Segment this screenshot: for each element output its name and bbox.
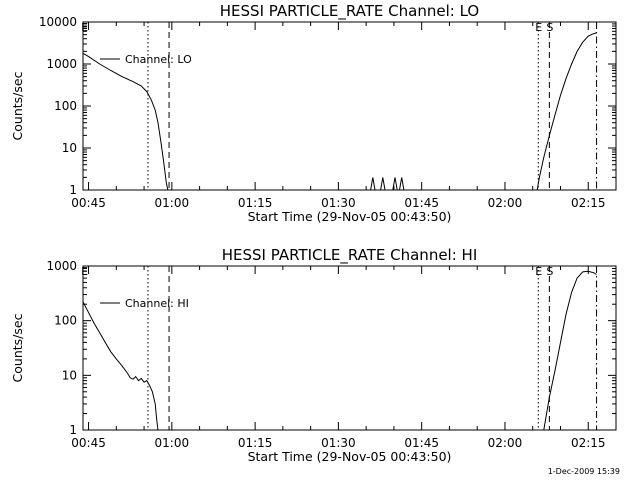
series-line bbox=[399, 177, 405, 191]
y-tick-label: 100 bbox=[54, 314, 77, 328]
x-tick-label: 01:45 bbox=[404, 436, 439, 450]
series-line bbox=[543, 270, 597, 431]
y-axis-label: Counts/sec bbox=[10, 313, 25, 382]
marker-label: E bbox=[81, 265, 88, 278]
y-axis: 1 10 100 1000 10000 bbox=[39, 15, 616, 197]
y-tick-label: 100 bbox=[54, 99, 77, 113]
x-tick-label: 01:15 bbox=[238, 436, 273, 450]
plot-frame bbox=[82, 21, 617, 191]
x-tick-label: 00:45 bbox=[71, 436, 106, 450]
series-line bbox=[380, 177, 386, 191]
x-tick-label: 02:15 bbox=[571, 196, 606, 210]
x-axis: 00:45 01:00 01:15 01:30 01:45 02:00 02:15 bbox=[71, 22, 617, 210]
y-tick-label: 10000 bbox=[39, 15, 77, 29]
series-line bbox=[370, 177, 376, 191]
marker-label: S bbox=[546, 21, 553, 34]
y-tick-label: 1 bbox=[69, 183, 77, 197]
marker-label: E bbox=[81, 21, 88, 34]
marker-label: E bbox=[535, 265, 542, 278]
series-line bbox=[392, 177, 398, 191]
y-tick-label: 1000 bbox=[46, 259, 77, 273]
x-tick-label: 01:00 bbox=[155, 436, 190, 450]
x-tick-label: 01:30 bbox=[321, 436, 356, 450]
y-tick-label: 10 bbox=[62, 141, 77, 155]
legend-label: Channel: HI bbox=[125, 297, 189, 310]
y-tick-label: 1 bbox=[69, 423, 77, 437]
legend-label: Channel: LO bbox=[125, 53, 192, 66]
footer-timestamp: 1-Dec-2009 15:39 bbox=[548, 467, 620, 476]
x-axis-label: Start Time (29-Nov-05 00:43:50) bbox=[248, 449, 452, 464]
y-axis: 1 10 100 1000 bbox=[46, 259, 616, 437]
series-line bbox=[82, 301, 159, 431]
x-tick-label: 01:30 bbox=[321, 196, 356, 210]
x-tick-label: 00:45 bbox=[71, 196, 106, 210]
chart-panel-1: HESSI PARTICLE_RATE Channel: HI 00:45 01:0… bbox=[10, 246, 617, 464]
marker-label: S bbox=[546, 265, 553, 278]
x-tick-label: 01:45 bbox=[404, 196, 439, 210]
chart-title: HESSI PARTICLE_RATE Channel: HI bbox=[222, 246, 478, 265]
series-line bbox=[536, 32, 597, 191]
x-tick-label: 02:00 bbox=[488, 196, 523, 210]
x-axis-label: Start Time (29-Nov-05 00:43:50) bbox=[248, 209, 452, 224]
y-tick-label: 10 bbox=[62, 368, 77, 382]
plot-frame bbox=[82, 265, 617, 431]
marker-label: E bbox=[535, 21, 542, 34]
chart-title: HESSI PARTICLE_RATE Channel: LO bbox=[220, 2, 479, 21]
y-tick-label: 1000 bbox=[46, 57, 77, 71]
chart-panel-0: HESSI PARTICLE_RATE Channel: LO 00:45 01:0… bbox=[10, 2, 617, 224]
y-axis-label: Counts/sec bbox=[10, 71, 25, 140]
x-tick-label: 02:00 bbox=[488, 436, 523, 450]
x-tick-label: 01:15 bbox=[238, 196, 273, 210]
x-axis: 00:45 01:00 01:15 01:30 01:45 02:00 02:15 bbox=[71, 266, 617, 450]
x-tick-label: 01:00 bbox=[155, 196, 190, 210]
series-line bbox=[82, 52, 169, 191]
x-tick-label: 02:15 bbox=[571, 436, 606, 450]
